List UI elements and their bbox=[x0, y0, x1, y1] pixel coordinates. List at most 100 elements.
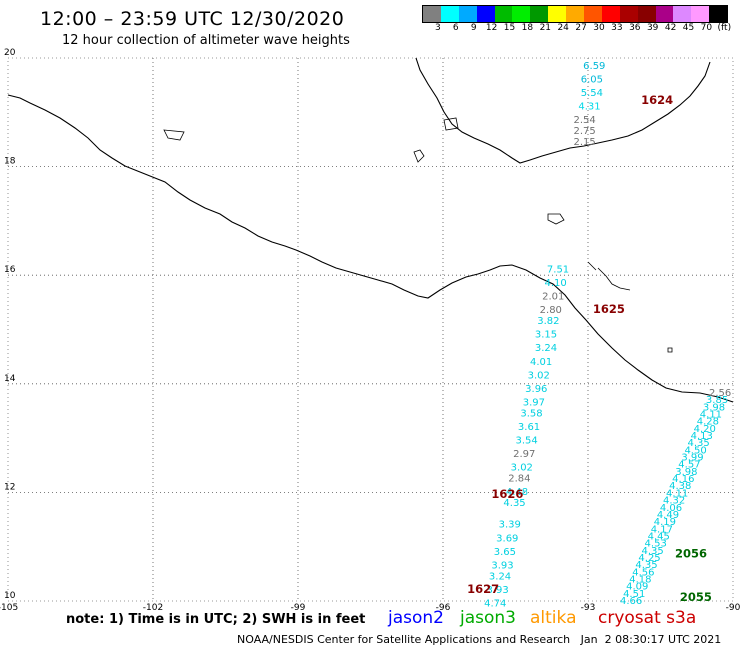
colorbar-swatch bbox=[673, 6, 692, 22]
lat-lon-grid bbox=[7, 57, 734, 602]
yucatan-inland-border bbox=[587, 261, 631, 291]
swh-value: 3.58 bbox=[520, 408, 542, 419]
swh-value: 3.24 bbox=[489, 571, 511, 582]
swh-value: 3.02 bbox=[528, 370, 550, 381]
island bbox=[667, 347, 673, 353]
lon-tick-label: -99 bbox=[291, 603, 306, 613]
pass-id-label: 2056 bbox=[675, 547, 707, 561]
island bbox=[163, 129, 185, 141]
colorbar-label: 36 bbox=[629, 23, 641, 33]
swh-value: 4.48 bbox=[506, 487, 528, 498]
pass-id-label: 2055 bbox=[680, 590, 712, 604]
swh-value: 2.97 bbox=[513, 449, 535, 460]
lon-tick-label: -96 bbox=[436, 603, 451, 613]
swh-value: 4.28 bbox=[697, 417, 719, 428]
swh-colorbar-labels: 3 6 9 12 15 18 21 24 27 30 33 36 39 42 45 70 (ft) bbox=[422, 23, 734, 35]
swh-value: 3.39 bbox=[499, 520, 521, 531]
lat-tick-label: 20 bbox=[4, 48, 16, 58]
colorbar-swatch bbox=[548, 6, 567, 22]
swh-value: 4.06 bbox=[660, 503, 682, 514]
lon-tick-label: -93 bbox=[581, 603, 596, 613]
pass-id-label: 1625 bbox=[593, 302, 625, 316]
swh-value: 4.10 bbox=[545, 278, 567, 289]
swh-value: 4.35 bbox=[641, 546, 663, 557]
swh-value: 4.17 bbox=[651, 524, 673, 535]
colorbar-label: 42 bbox=[664, 23, 677, 33]
swh-colorbar bbox=[422, 5, 729, 23]
colorbar-label: 9 bbox=[470, 23, 477, 33]
swh-value: 4.18 bbox=[629, 574, 651, 585]
swh-value: 3.99 bbox=[681, 453, 703, 464]
colorbar-swatch bbox=[530, 6, 549, 22]
colorbar-label: 33 bbox=[611, 23, 623, 33]
lat-tick-label: 12 bbox=[4, 482, 15, 492]
lat-tick-label: 14 bbox=[4, 374, 16, 384]
timestamp: Jan 2 08:30:17 UTC 2021 bbox=[580, 633, 722, 646]
colorbar-label: 70 bbox=[700, 23, 713, 33]
lat-tick-label: 18 bbox=[4, 157, 16, 167]
swh-value: 7.51 bbox=[547, 264, 569, 275]
colorbar-swatch bbox=[512, 6, 531, 22]
swh-value: 4.11 bbox=[700, 410, 722, 421]
swh-value: 6.59 bbox=[583, 61, 605, 72]
swh-value: 2.15 bbox=[574, 137, 596, 148]
pass-id-labels: 1624 1625 1626 1627 2056 2055 bbox=[467, 93, 712, 604]
swh-value: 2.80 bbox=[540, 305, 562, 316]
swh-value: 4.66 bbox=[620, 596, 642, 607]
island bbox=[443, 117, 459, 131]
mission-label: jason3 bbox=[460, 608, 516, 628]
pass-id-label: 1627 bbox=[467, 582, 499, 596]
swh-value: 3.15 bbox=[535, 330, 557, 341]
swh-value: 3.54 bbox=[516, 436, 538, 447]
swh-value: 3.69 bbox=[496, 533, 518, 544]
credit-line: NOAA/NESDIS Center for Satellite Applica… bbox=[237, 633, 721, 646]
swh-value: 2.84 bbox=[508, 474, 530, 485]
lat-tick-label: 10 bbox=[4, 591, 16, 601]
swh-value: 4.56 bbox=[632, 567, 654, 578]
colorbar-swatch bbox=[440, 6, 459, 22]
swh-value: 4.19 bbox=[654, 517, 676, 528]
colorbar-swatch bbox=[601, 6, 620, 22]
swh-value: 2.75 bbox=[574, 126, 596, 137]
colorbar-swatch bbox=[494, 6, 513, 22]
colorbar-label: 3 bbox=[435, 23, 441, 33]
colorbar-label: 27 bbox=[575, 23, 587, 33]
colorbar-label: 24 bbox=[557, 23, 569, 33]
swh-value: 2.54 bbox=[574, 115, 596, 126]
swh-value: 3.96 bbox=[525, 384, 547, 395]
map-title: 12:00 – 23:59 UTC 12/30/2020 bbox=[40, 8, 345, 30]
swh-value: 4.49 bbox=[657, 510, 679, 521]
mission-label: cryosat s3a bbox=[598, 608, 697, 628]
swh-value: 4.09 bbox=[626, 582, 648, 593]
swh-value: 4.53 bbox=[645, 539, 667, 550]
swh-value: 4.13 bbox=[691, 431, 713, 442]
swh-value: 4.20 bbox=[694, 424, 716, 435]
swh-value: 6.05 bbox=[581, 74, 603, 85]
swh-value: 2.01 bbox=[542, 292, 564, 303]
lon-tick-label: -90 bbox=[726, 603, 740, 613]
lat-tick-label: 16 bbox=[4, 265, 16, 275]
gulf-of-mexico-coastline bbox=[415, 57, 711, 164]
swh-value: 4.35 bbox=[503, 498, 525, 509]
colorbar-label: 18 bbox=[521, 23, 534, 33]
swh-value: 3.97 bbox=[523, 398, 545, 409]
colorbar-label: 39 bbox=[646, 23, 659, 33]
swh-value: 3.24 bbox=[535, 343, 557, 354]
colorbar-swatch bbox=[619, 6, 638, 22]
colorbar-swatch bbox=[655, 6, 674, 22]
colorbar-label: 30 bbox=[593, 23, 605, 33]
lon-tick-label: -105 bbox=[0, 603, 18, 613]
swh-value-labels: 6.59 6.05 5.54 4.31 2.542.752.15 7.51 4.10 2.01… bbox=[484, 61, 605, 610]
lon-tick-label: -102 bbox=[143, 603, 163, 613]
swh-value: 4.01 bbox=[530, 357, 552, 368]
swh-value: 3.93 bbox=[491, 560, 513, 571]
swh-value: 4.35 bbox=[688, 438, 710, 449]
mexico-pacific-coastline bbox=[7, 94, 734, 403]
mission-label: altika bbox=[530, 608, 577, 628]
swh-value: 3.85 bbox=[706, 395, 728, 406]
colorbar-swatch bbox=[709, 6, 728, 22]
swh-value: 4.50 bbox=[684, 445, 706, 456]
swh-value: 3.82 bbox=[537, 316, 559, 327]
swh-value: 4.16 bbox=[672, 474, 694, 485]
swh-value: 4.57 bbox=[678, 460, 700, 471]
